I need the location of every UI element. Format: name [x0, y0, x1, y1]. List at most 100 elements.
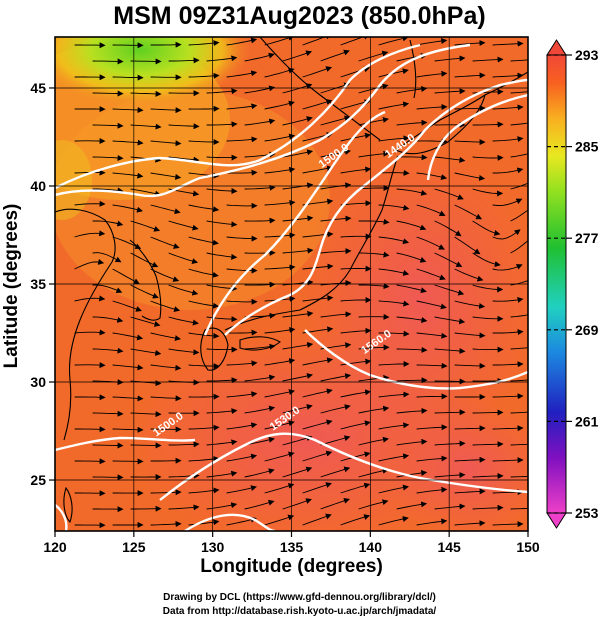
streamline-arrow: [472, 473, 504, 479]
streamline-arrow: [434, 252, 463, 267]
streamline-arrow: [454, 520, 486, 527]
streamline-arrow: [282, 341, 314, 350]
x-tick-label: 150: [516, 539, 540, 555]
streamline-arrow: [226, 202, 258, 209]
streamline-arrow: [416, 455, 448, 462]
streamline-arrow: [378, 361, 410, 367]
streamline-arrow: [320, 248, 352, 255]
contour-1500-south: [55, 436, 196, 452]
streamline-arrow: [92, 252, 122, 263]
streamline-arrow: [320, 49, 350, 62]
streamline-arrow: [92, 316, 124, 323]
y-axis-ticks: 25 30 35 40 45: [30, 80, 55, 488]
streamline-arrow: [454, 300, 486, 309]
streamline-arrow: [416, 172, 448, 181]
streamline-arrow: [378, 101, 410, 110]
streamline-arrow: [454, 488, 486, 495]
streamline-arrow: [168, 123, 200, 130]
streamline-arrow: [434, 440, 466, 447]
streamline-arrow: [434, 409, 466, 416]
y-tick-label: 30: [30, 374, 46, 390]
streamline-arrow: [264, 389, 295, 398]
streamline-arrow: [282, 310, 314, 318]
streamline-arrow: [434, 220, 462, 237]
streamline-arrow: [226, 169, 258, 176]
streamline-arrow: [416, 332, 448, 339]
streamline-arrow: [168, 504, 200, 511]
streamline-arrow: [396, 470, 428, 478]
streamline-arrow: [112, 395, 144, 402]
streamline-arrow: [492, 329, 524, 336]
streamline-arrow: [416, 104, 448, 110]
streamline-arrow: [264, 100, 295, 110]
streamline-arrow: [112, 107, 144, 113]
streamline-arrow: [282, 50, 313, 62]
contour-east-1530: [426, 93, 528, 181]
streamline-arrow: [510, 209, 528, 222]
streamline-arrow: [396, 438, 428, 446]
streamline-arrow: [206, 88, 238, 95]
streamline-arrow: [150, 521, 182, 527]
streamline-arrow: [340, 420, 371, 430]
streamline-arrow: [510, 443, 528, 446]
streamline-arrow: [510, 379, 528, 382]
streamline-arrow: [92, 220, 124, 227]
streamline-arrow: [396, 284, 427, 294]
colorbar-tick-label: 253: [575, 505, 599, 521]
streamline-arrow: [150, 489, 182, 496]
streamline-arrow: [510, 411, 528, 414]
streamline-arrow: [244, 405, 276, 414]
streamline-arrow: [130, 220, 161, 232]
streamline-arrow: [206, 121, 238, 128]
streamline-arrow: [378, 37, 409, 46]
streamline-arrow: [226, 267, 258, 274]
streamline-arrow: [112, 172, 144, 179]
streamline-arrow: [340, 514, 371, 526]
streamline-arrow: [320, 82, 351, 94]
streamline-arrow: [454, 72, 486, 79]
coastline-sakhalin: [409, 39, 417, 99]
streamline-arrow: [510, 475, 528, 478]
coastline-china: [55, 208, 116, 441]
x-tick-label: 120: [43, 539, 67, 555]
streamline-arrow: [74, 258, 105, 270]
streamline-arrow: [150, 395, 182, 402]
streamline-arrow: [130, 252, 159, 268]
y-tick-label: 40: [30, 178, 46, 194]
streamline-arrow: [264, 232, 296, 239]
streamline-arrow: [92, 347, 124, 354]
streamline-arrow: [472, 56, 504, 63]
streamline-arrow: [320, 311, 352, 318]
streamline-arrow: [112, 139, 144, 146]
streamline-arrow: [454, 204, 483, 220]
streamline-arrow: [340, 297, 372, 303]
streamline-arrow: [264, 166, 296, 174]
streamline-arrow: [396, 154, 428, 161]
streamline-arrow: [264, 264, 296, 271]
streamline-arrow: [188, 332, 220, 339]
streamline-arrow: [244, 217, 276, 224]
streamline-arrow: [264, 420, 295, 430]
streamline-arrow: [510, 239, 528, 254]
streamline-arrow: [358, 83, 389, 94]
streamline-arrow: [244, 52, 275, 62]
streamline-arrow: [168, 220, 199, 231]
streamline-arrow: [378, 453, 410, 462]
contour-1440: [55, 43, 421, 190]
streamline-arrow: [492, 198, 523, 206]
y-axis-label: Latitude (degrees): [1, 203, 22, 369]
streamline-arrow: [454, 105, 486, 112]
streamline-arrow: [264, 451, 295, 462]
streamline-arrow: [378, 169, 410, 176]
x-axis-label: Longitude (degrees): [200, 556, 383, 577]
streamline-arrow: [320, 404, 351, 414]
streamline-arrow: [150, 107, 182, 114]
streamline-arrow: [302, 388, 333, 398]
streamline-arrow: [320, 148, 351, 158]
streamline-arrow: [92, 410, 124, 417]
colorbar-tick-label: 269: [575, 322, 599, 338]
streamline-arrow: [396, 188, 428, 196]
streamline-arrow: [206, 470, 238, 478]
streamline-arrow: [206, 408, 238, 415]
y-tick-label: 25: [30, 472, 46, 488]
